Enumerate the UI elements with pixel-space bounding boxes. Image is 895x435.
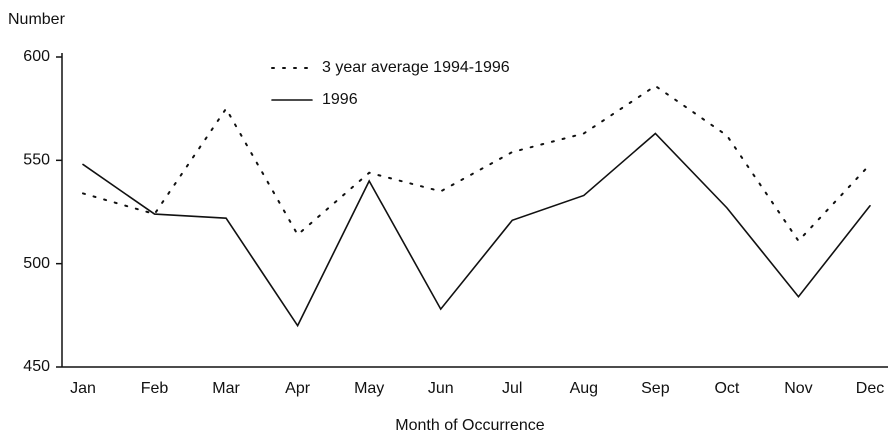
x-tick-label: Oct: [714, 380, 739, 397]
y-tick-label: 450: [23, 358, 50, 375]
x-axis-label: Month of Occurrence: [395, 417, 545, 434]
y-tick-label: 550: [23, 152, 50, 169]
y-axis-label: Number: [8, 11, 66, 28]
x-tick-label: Feb: [141, 380, 169, 397]
x-tick-label: Jun: [428, 380, 454, 397]
series-line: [82, 132, 871, 328]
x-tick-label: Apr: [285, 380, 311, 397]
series-line: [82, 84, 871, 243]
legend-label: 3 year average 1994-1996: [322, 59, 510, 76]
x-tick-label: Mar: [212, 380, 240, 397]
y-tick-label: 600: [23, 48, 50, 65]
x-tick-label: Jan: [70, 380, 96, 397]
y-tick-label: 500: [23, 255, 50, 272]
x-tick-label: May: [354, 380, 384, 397]
x-tick-label: Jul: [502, 380, 522, 397]
x-tick-label: Dec: [856, 380, 884, 397]
legend-label: 1996: [322, 91, 358, 108]
x-tick-label: Nov: [784, 380, 812, 397]
x-tick-label: Aug: [570, 380, 598, 397]
x-tick-label: Sep: [641, 380, 670, 397]
